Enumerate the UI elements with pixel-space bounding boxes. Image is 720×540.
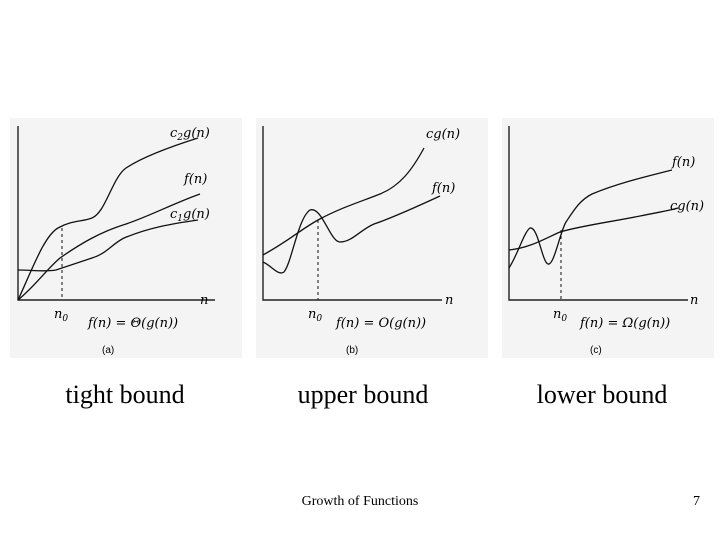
panel-b-axes bbox=[262, 126, 442, 301]
panel-a: c2g(n) f(n) c1g(n) n n0 f(n) = Θ(g(n)) (… bbox=[10, 118, 242, 358]
page-number: 7 bbox=[693, 494, 700, 509]
caption-lower-bound: lower bound bbox=[536, 380, 668, 409]
panel-c-f-curve bbox=[508, 169, 673, 269]
panel-a-n0-label: n0 bbox=[54, 307, 68, 324]
panel-b: cg(n) f(n) n n0 f(n) = O(g(n)) (b) bbox=[256, 118, 488, 358]
panel-b-g-label: cg(n) bbox=[426, 127, 460, 142]
panel-b-n-label: n bbox=[445, 293, 453, 308]
panel-a-lower-label: c1g(n) bbox=[170, 207, 210, 224]
panel-c-cg-curve bbox=[508, 207, 679, 251]
panel-b-background bbox=[256, 118, 488, 358]
panel-c: f(n) cg(n) n n0 f(n) = Ω(g(n)) (c) bbox=[502, 118, 714, 358]
panel-a-f-label: f(n) bbox=[183, 172, 207, 187]
panel-c-f-label: f(n) bbox=[671, 155, 695, 170]
panel-c-tag: (c) bbox=[590, 345, 602, 356]
panel-c-n0-label: n0 bbox=[553, 307, 567, 324]
panel-b-tag: (b) bbox=[346, 345, 358, 356]
panel-a-upper-label: c2g(n) bbox=[170, 126, 210, 143]
panel-b-f-label: f(n) bbox=[431, 181, 455, 196]
panel-b-f-curve bbox=[262, 195, 441, 274]
panel-c-axes bbox=[508, 126, 688, 301]
panel-a-n-label: n bbox=[200, 293, 208, 308]
panel-b-cg-curve bbox=[262, 147, 425, 256]
panel-c-n-label: n bbox=[690, 293, 698, 308]
panel-a-tag: (a) bbox=[102, 345, 114, 356]
panel-a-c1g-curve bbox=[17, 219, 199, 272]
panel-c-equation: f(n) = Ω(g(n)) bbox=[579, 316, 670, 331]
footer-title: Growth of Functions bbox=[301, 494, 419, 509]
caption-upper-bound: upper bound bbox=[297, 380, 429, 409]
panel-b-equation: f(n) = O(g(n)) bbox=[335, 316, 426, 331]
panel-a-c2g-curve bbox=[17, 137, 199, 301]
caption-tight-bound: tight bound bbox=[65, 380, 185, 409]
panel-c-g-label: cg(n) bbox=[670, 199, 704, 214]
panel-a-equation: f(n) = Θ(g(n)) bbox=[87, 316, 178, 331]
panel-b-n0-label: n0 bbox=[308, 307, 322, 324]
panel-a-f-curve bbox=[17, 193, 201, 301]
